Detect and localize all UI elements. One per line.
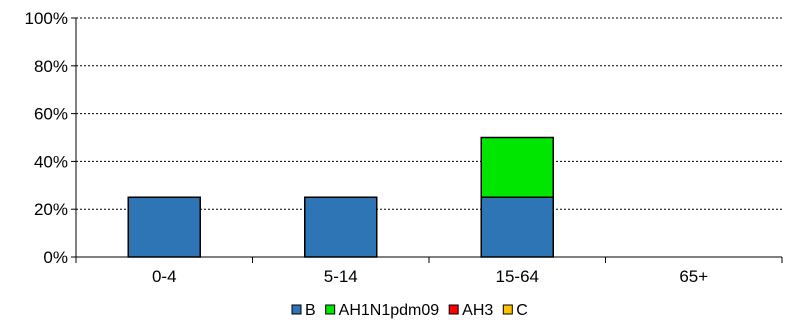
y-tick-label: 0% xyxy=(43,248,68,267)
legend-swatch-ah3 xyxy=(448,304,459,315)
x-tick-label: 65+ xyxy=(679,267,708,286)
bar-b-5-14 xyxy=(304,196,378,258)
legend-swatch-ah1n1pdm09 xyxy=(325,304,336,315)
y-tick-label: 80% xyxy=(34,57,68,76)
bar-ah1n1pdm09-15-64 xyxy=(480,136,554,198)
bar-b-15-64 xyxy=(480,196,554,258)
legend-swatch-c xyxy=(502,304,513,315)
x-tick-label: 0-4 xyxy=(152,267,177,286)
y-tick-label: 100% xyxy=(25,9,68,28)
x-tick-label: 15-64 xyxy=(496,267,539,286)
legend-swatch-b xyxy=(291,304,302,315)
legend: B AH1N1pdm09 AH3 C xyxy=(291,302,528,319)
bars xyxy=(127,136,554,258)
legend-label-ah1n1pdm09: AH1N1pdm09 xyxy=(339,302,440,319)
gridlines xyxy=(76,17,782,210)
y-tick-labels: 0% 20% 40% 60% 80% 100% xyxy=(25,9,68,267)
legend-label-ah3: AH3 xyxy=(462,302,493,319)
bar-b-0-4 xyxy=(127,196,201,258)
y-tick-label: 40% xyxy=(34,152,68,171)
axes xyxy=(71,17,783,263)
x-tick-label: 5-14 xyxy=(324,267,358,286)
legend-label-b: B xyxy=(305,302,316,319)
x-tick-labels: 0-4 5-14 15-64 65+ xyxy=(152,267,708,286)
y-tick-label: 60% xyxy=(34,105,68,124)
legend-label-c: C xyxy=(516,302,528,319)
y-tick-label: 20% xyxy=(34,200,68,219)
